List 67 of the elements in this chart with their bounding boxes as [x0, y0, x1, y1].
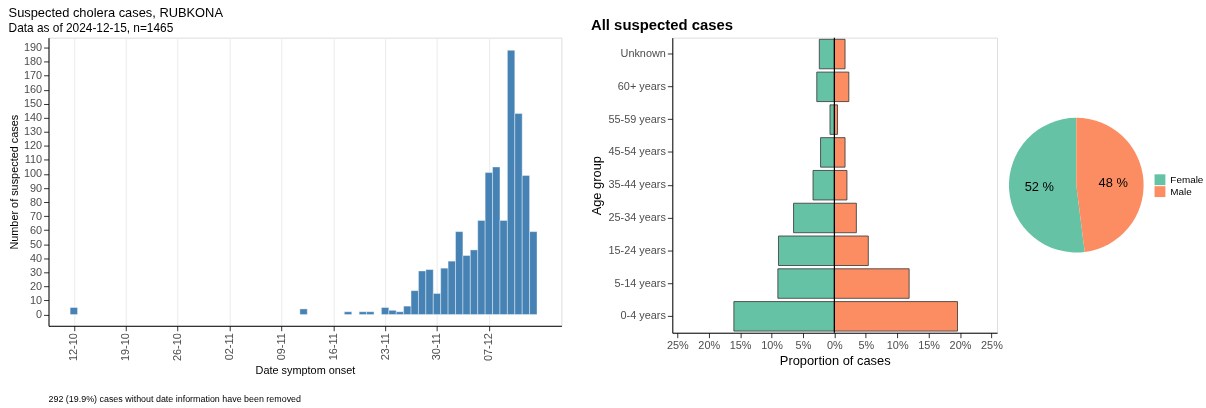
chart-subtitle: Data as of 2024-12-15, n=1465	[8, 20, 174, 35]
x-axis-title: Date symptom onset	[255, 363, 356, 376]
x-tick-label: 07-12	[482, 333, 495, 362]
y-tick-label: 90	[29, 181, 43, 194]
x-tick-label: 10%	[761, 339, 784, 352]
x-tick-label: 30-11	[430, 333, 443, 361]
x-tick-label: 25%	[666, 339, 690, 352]
y-tick-label: 180	[23, 55, 43, 68]
x-tick-label: 20%	[698, 339, 721, 352]
x-tick-label: 02-11	[222, 333, 235, 361]
x-axis-title: Proportion of cases	[779, 352, 891, 368]
y-tick-label: 120	[23, 139, 43, 152]
y-tick-label: 130	[23, 125, 43, 138]
bar	[344, 311, 352, 315]
y-tick-label: 35-44 years	[608, 178, 667, 191]
pie-slice	[1076, 117, 1144, 252]
y-tick-label: 55-59 years	[608, 112, 667, 125]
x-tick-label: 12-10	[67, 333, 80, 362]
y-tick-label: 45-54 years	[608, 145, 667, 158]
x-tick-label: 26-10	[171, 333, 184, 362]
y-tick-label: 190	[23, 40, 43, 53]
y-tick-label: 100	[23, 167, 43, 180]
chart-title: All suspected cases	[591, 17, 733, 34]
x-tick-label: 23-11	[378, 333, 391, 361]
y-tick-label: 5-14 years	[614, 276, 667, 289]
y-axis-title: Number of suspected cases	[7, 114, 20, 250]
y-tick-label: 0	[36, 308, 43, 321]
y-tick-label: 150	[23, 97, 43, 110]
x-tick-label: 20%	[949, 339, 972, 352]
y-tick-label: 70	[29, 209, 43, 222]
y-tick-label: 50	[29, 237, 43, 250]
x-tick-label: 25%	[981, 339, 1004, 352]
y-tick-label: 25-34 years	[608, 210, 667, 223]
x-tick-label: 16-11	[326, 333, 339, 361]
y-tick-label: 110	[24, 153, 43, 166]
y-tick-label: 30	[29, 265, 43, 278]
data-label: 48 %	[1098, 174, 1128, 190]
x-tick-label: 10%	[886, 339, 909, 352]
y-axis-title: Age group	[589, 156, 605, 216]
y-tick-label: 80	[29, 195, 43, 208]
pie-slice	[1009, 117, 1085, 253]
y-tick-label: 40	[29, 251, 43, 264]
bar	[69, 307, 78, 315]
y-tick-label: Unknown	[620, 47, 666, 60]
y-tick-label: 160	[23, 83, 43, 96]
x-tick-label: 15%	[918, 339, 941, 352]
x-tick-label: 19-10	[119, 333, 132, 362]
y-tick-label: 60+ years	[617, 79, 667, 92]
legend-label: Female	[1170, 173, 1204, 185]
y-tick-label: 20	[29, 279, 43, 292]
x-tick-label: 15%	[729, 339, 752, 352]
y-tick-label: 0-4 years	[620, 309, 667, 322]
legend-label: Male	[1170, 185, 1193, 197]
y-tick-label: 170	[23, 69, 43, 82]
text: 292 (19.9%) cases without date information have been removed	[48, 394, 302, 405]
x-tick-label: 09-11	[274, 333, 287, 361]
data-label: 52 %	[1024, 179, 1054, 195]
bar	[829, 104, 835, 135]
y-tick-label: 60	[29, 223, 43, 236]
y-tick-label: 15-24 years	[608, 243, 667, 256]
chart-title: Suspected cholera cases, RUBKONA	[8, 4, 224, 20]
y-tick-label: 10	[29, 293, 43, 306]
y-tick-label: 140	[23, 111, 43, 124]
x-tick-label: 5%	[795, 339, 812, 352]
bar	[299, 308, 308, 315]
x-tick-label: 0%	[827, 339, 844, 352]
x-tick-label: 5%	[858, 339, 875, 352]
